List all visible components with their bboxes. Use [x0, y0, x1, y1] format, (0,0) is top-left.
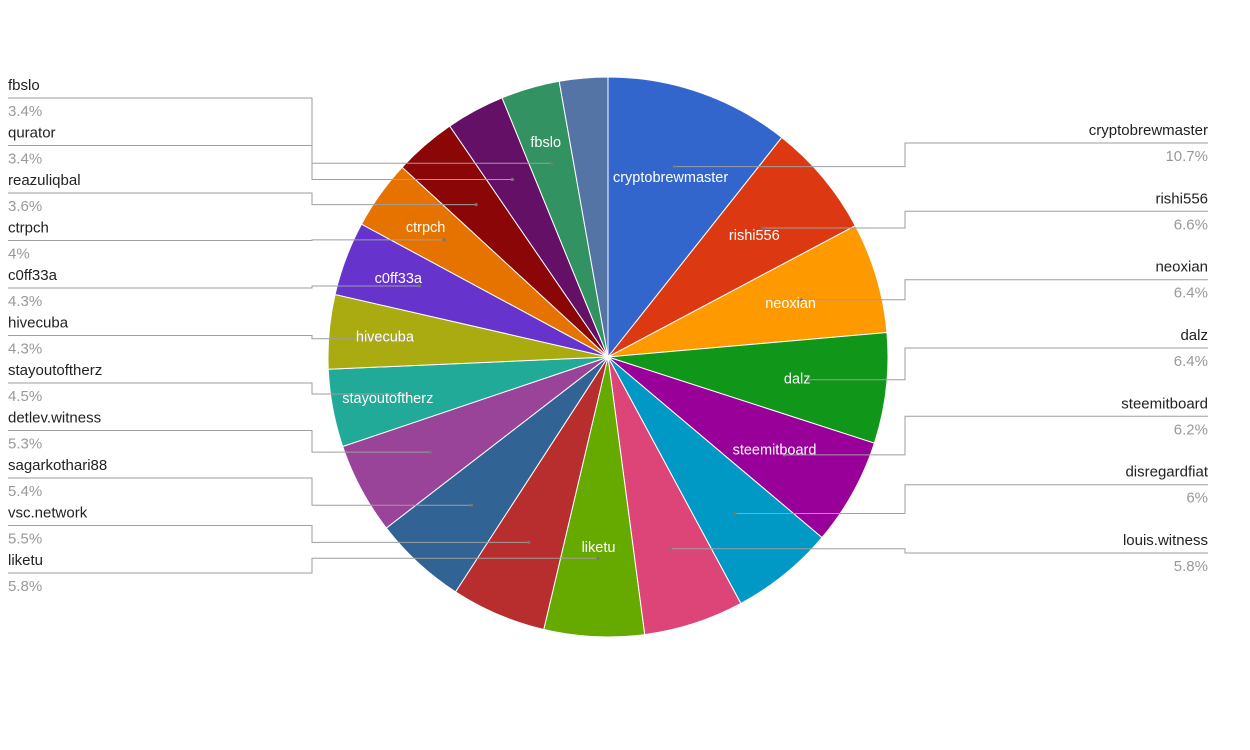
leader-dot-fbslo [550, 161, 554, 165]
inner-labels-layer: cryptobrewmaster rishi556 neoxian dalz steem… [342, 135, 816, 556]
leader-dot-reazuliqbal [474, 203, 478, 207]
outer-pct-dalz: 6.4% [1174, 353, 1208, 370]
outer-pct-stayoutoftherz: 4.5% [8, 388, 42, 405]
leader-line-rishi556 [762, 210, 1208, 229]
outer-pct-ctrpch: 4% [8, 246, 30, 263]
leader-dot-dalz [806, 378, 810, 382]
leader-dot-qurator [510, 177, 514, 182]
leader-line-neoxian [801, 279, 1208, 301]
leader-line-sagarkothari88 [8, 477, 472, 506]
leader-line-dalz [808, 347, 1208, 381]
outer-label-neoxian: neoxian [1155, 259, 1208, 276]
leader-dot-rishi556 [761, 226, 765, 230]
outer-pct-disregardfiat: 6% [1186, 490, 1208, 507]
leader-dot-liketu [596, 556, 600, 560]
leader-line-disregardfiat [735, 484, 1208, 514]
outer-label-qurator: qurator [8, 125, 56, 142]
leader-line-reazuliqbal [8, 192, 477, 206]
pie-slice-other [558, 76, 609, 358]
leader-dot-ctrpch [442, 238, 446, 242]
outer-label-reazuliqbal: reazuliqbal [8, 172, 81, 189]
outer-label-sagarkothari88: sagarkothari88 [8, 457, 107, 474]
slice-label-rishi556: rishi556 [729, 228, 780, 244]
outer-pct-reazuliqbal: 3.6% [8, 198, 42, 215]
leader-dot-louis-witness [668, 547, 672, 551]
leader-line-vsc-network [8, 525, 529, 543]
slice-label-c0ff33a: c0ff33a [375, 271, 423, 287]
leader-dot-c0ff33a [417, 284, 421, 288]
slice-label-liketu: liketu [582, 540, 616, 556]
slice-label-ctrpch: ctrpch [406, 220, 446, 236]
leader-dot-neoxian [799, 298, 803, 302]
outer-pct-sagarkothari88: 5.4% [8, 483, 42, 500]
outer-pct-fbslo: 3.4% [8, 103, 42, 120]
leader-dot-sagarkothari88 [469, 503, 473, 507]
outer-pct-steemitboard: 6.2% [1174, 421, 1208, 438]
leader-line-detlev-witness [8, 430, 431, 453]
outer-pct-hivecuba: 4.3% [8, 341, 42, 358]
outer-label-louis-witness: louis.witness [1123, 532, 1208, 549]
outer-pct-qurator: 3.4% [8, 151, 42, 168]
pie-slice-dalz [607, 331, 889, 444]
leader-line-ctrpch [8, 239, 444, 241]
pie-slice-rishi556 [607, 136, 856, 358]
leader-line-stayoutoftherz [8, 382, 410, 395]
slice-label-cryptobrewmaster: cryptobrewmaster [613, 170, 728, 186]
leader-line-cryptobrewmaster [674, 142, 1208, 168]
slice-label-steemitboard: steemitboard [733, 442, 817, 458]
leader-dot-disregardfiat [733, 511, 737, 516]
leader-dot-cryptobrewmaster [672, 165, 676, 169]
outer-label-rishi556: rishi556 [1155, 190, 1208, 207]
outer-label-steemitboard: steemitboard [1121, 395, 1208, 412]
slice-label-stayoutoftherz: stayoutoftherz [342, 391, 433, 407]
leader-line-liketu [8, 557, 598, 574]
outer-label-c0ff33a: c0ff33a [8, 267, 58, 284]
outer-pct-rishi556: 6.6% [1174, 216, 1208, 233]
leader-line-hivecuba [8, 335, 408, 340]
outer-label-disregardfiat: disregardfiat [1125, 464, 1208, 481]
leader-lines-layer [8, 97, 1208, 574]
outer-label-detlev-witness: detlev.witness [8, 410, 101, 427]
outer-labels-layer: cryptobrewmaster 10.7% rishi556 6.6% neoxian… [8, 77, 1209, 595]
outer-label-dalz: dalz [1180, 327, 1208, 344]
slice-label-hivecuba: hivecuba [356, 330, 415, 346]
outer-pct-vsc-network: 5.5% [8, 531, 42, 548]
outer-label-ctrpch: ctrpch [8, 220, 49, 237]
leader-dot-detlev-witness [428, 450, 432, 454]
leader-line-fbslo [8, 97, 552, 164]
outer-pct-detlev-witness: 5.3% [8, 436, 42, 453]
outer-label-fbslo: fbslo [8, 77, 40, 94]
slice-label-dalz: dalz [784, 371, 811, 387]
slice-label-neoxian: neoxian [765, 296, 816, 312]
outer-pct-cryptobrewmaster: 10.7% [1165, 148, 1208, 165]
leader-line-louis-witness [670, 548, 1208, 554]
outer-pct-louis-witness: 5.8% [1174, 558, 1208, 575]
leader-dot-hivecuba [405, 337, 409, 341]
outer-label-vsc-network: vsc.network [8, 505, 88, 522]
pie-slice-cryptobrewmaster [607, 76, 783, 359]
outer-label-stayoutoftherz: stayoutoftherz [8, 362, 102, 379]
outer-pct-neoxian: 6.4% [1174, 285, 1208, 302]
slice-label-fbslo: fbslo [530, 135, 561, 151]
leader-dot-steemitboard [782, 453, 786, 457]
outer-label-cryptobrewmaster: cryptobrewmaster [1089, 122, 1208, 139]
leader-dot-vsc-network [527, 540, 531, 545]
outer-label-hivecuba: hivecuba [8, 315, 69, 332]
leader-dot-stayoutoftherz [408, 392, 412, 396]
leader-line-steemitboard [784, 415, 1208, 456]
outer-label-liketu: liketu [8, 552, 43, 569]
slices-layer [327, 76, 889, 638]
leader-line-qurator [8, 145, 513, 180]
outer-pct-liketu: 5.8% [8, 578, 42, 595]
outer-pct-c0ff33a: 4.3% [8, 293, 42, 310]
leader-line-c0ff33a [8, 285, 420, 289]
